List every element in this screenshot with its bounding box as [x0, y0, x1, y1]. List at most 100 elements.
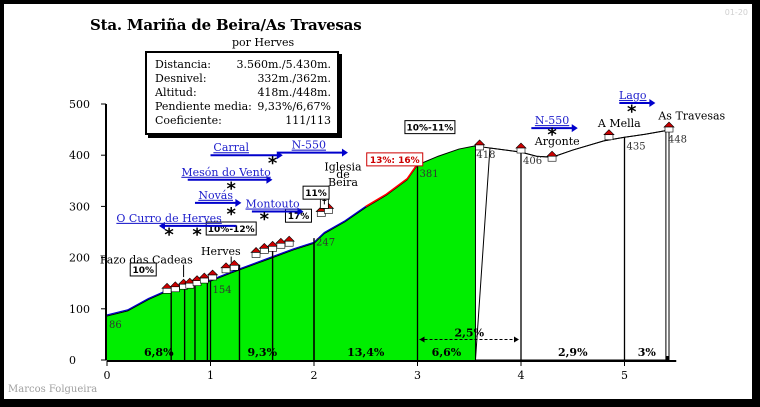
junction-star-icon: * — [547, 125, 557, 146]
junction-star-icon: * — [226, 204, 236, 225]
house-body — [185, 282, 195, 289]
house-icon — [198, 272, 211, 284]
stat-row-elevation-gain: Desnivel: 332m./362m. — [155, 72, 331, 86]
stat-key: Altitud: — [155, 86, 197, 99]
gradient-box — [366, 152, 424, 167]
stat-row-distance: Distancia: 3.560m./5.430m. — [155, 58, 331, 72]
road-arrow-head — [341, 148, 348, 157]
house-icon — [663, 121, 675, 133]
house-body — [316, 211, 326, 217]
arrow-head-left — [419, 336, 425, 343]
house-icon — [206, 269, 219, 281]
road-label: O Curro de Herves — [116, 212, 222, 225]
chart-subtitle: por Herves — [232, 36, 295, 49]
segment-gradient-label: 6,6% — [432, 346, 462, 359]
climb-area — [107, 145, 476, 360]
house-body — [230, 264, 239, 271]
house-roof — [161, 282, 173, 289]
road-arrow-head — [158, 221, 165, 230]
house-body — [276, 242, 286, 249]
house-body — [221, 267, 231, 274]
profile-chart-frame: 0 100 200 300 400 500 0 1 2 3 4 5 6,8% 9,3% 13,4% 6,6% 2… — [4, 4, 752, 399]
elevation-profile-chart: 0 100 200 300 400 500 0 1 2 3 4 5 6,8% 9,3% 13,4% 6,6% 2… — [69, 89, 726, 382]
place-label: Beira — [328, 176, 358, 189]
gradient-box-label: 10%-11% — [407, 124, 454, 134]
elevation-label: 448 — [668, 135, 687, 146]
gradient-box-label: 17% — [288, 212, 310, 222]
junction-star-icon: * — [627, 102, 637, 123]
arrow-head-right — [514, 336, 519, 343]
elevation-label: 418 — [476, 150, 495, 161]
house-body — [475, 144, 484, 151]
road-arrow-head — [649, 98, 656, 107]
segment-gradient-label: 2,9% — [558, 346, 588, 359]
house-icon — [546, 150, 558, 162]
x-tick-label: 1 — [207, 369, 214, 382]
junction-star-icon: * — [260, 209, 270, 230]
stat-value: 9,33%/6,67% — [257, 100, 331, 113]
road-arrow-head — [297, 207, 304, 216]
house-icon — [473, 139, 486, 151]
road-label: N-550 — [292, 139, 326, 152]
stat-key: Distancia: — [155, 58, 211, 71]
road-profile-line — [106, 205, 367, 316]
house-body — [268, 246, 277, 252]
stat-value: 111/113 — [285, 114, 331, 127]
x-tick-label: 4 — [518, 369, 525, 382]
place-label: de — [336, 168, 350, 181]
road-label: Mesón do Vento — [181, 166, 271, 179]
junction-star-icon: * — [192, 225, 202, 246]
house-icon — [515, 142, 527, 154]
place-label: Argonte — [534, 135, 580, 148]
house-icon — [220, 262, 232, 274]
y-tick-label: 300 — [69, 200, 90, 213]
place-label: As Travesas — [657, 109, 725, 122]
house-body — [547, 155, 557, 162]
house-roof — [283, 235, 295, 242]
chart-title: Sta. Mariña de Beira/As Travesas — [90, 16, 362, 34]
house-body — [208, 274, 217, 281]
house-body — [260, 248, 269, 254]
house-icon — [258, 242, 271, 254]
gradient-box-label: 13%: 16% — [370, 156, 420, 166]
house-icon — [228, 259, 241, 271]
stat-value: 332m./362m. — [257, 72, 331, 85]
y-tick-label: 200 — [69, 252, 90, 265]
house-body — [516, 147, 526, 154]
road-label: Lago — [619, 89, 647, 102]
elevation-label: 86 — [109, 320, 122, 331]
elevation-label: 154 — [213, 285, 232, 296]
segment-gradient-label: 9,3% — [247, 346, 277, 359]
house-body — [284, 240, 294, 247]
gradient-box — [404, 120, 456, 135]
gradient-box-label: 11% — [305, 189, 327, 199]
house-roof — [473, 139, 486, 146]
house-roof — [206, 269, 219, 276]
road-label: Montouto — [246, 198, 301, 211]
x-tick-label: 0 — [104, 369, 111, 382]
y-tick-label: 100 — [69, 303, 90, 316]
elevation-label: 435 — [627, 141, 646, 152]
stat-row-coefficient: Coeficiente: 111/113 — [155, 114, 331, 128]
house-body — [199, 277, 209, 284]
y-tick-label: 0 — [69, 354, 76, 367]
house-icon — [275, 237, 287, 249]
gradient-box — [129, 262, 157, 277]
place-label: Iglesia — [324, 161, 362, 174]
house-roof — [198, 272, 211, 279]
gradient-box — [302, 185, 330, 200]
house-body — [324, 208, 333, 214]
y-tick-label: 400 — [69, 149, 90, 162]
house-roof — [266, 240, 279, 247]
gradient-box-label: 10%-12% — [208, 225, 255, 235]
mid-gradient-label: 2,5% — [454, 327, 484, 340]
elevation-label: 247 — [316, 238, 335, 249]
house-roof — [603, 129, 615, 136]
road-label: Novás — [198, 189, 233, 202]
steep-section-line — [365, 163, 419, 208]
author-credit: Marcos Folgueira — [8, 384, 98, 395]
house-roof — [663, 121, 675, 128]
road-arrow-head — [235, 198, 242, 207]
road-label: Carral — [213, 141, 249, 154]
segment-gradient-label: 13,4% — [347, 346, 385, 359]
